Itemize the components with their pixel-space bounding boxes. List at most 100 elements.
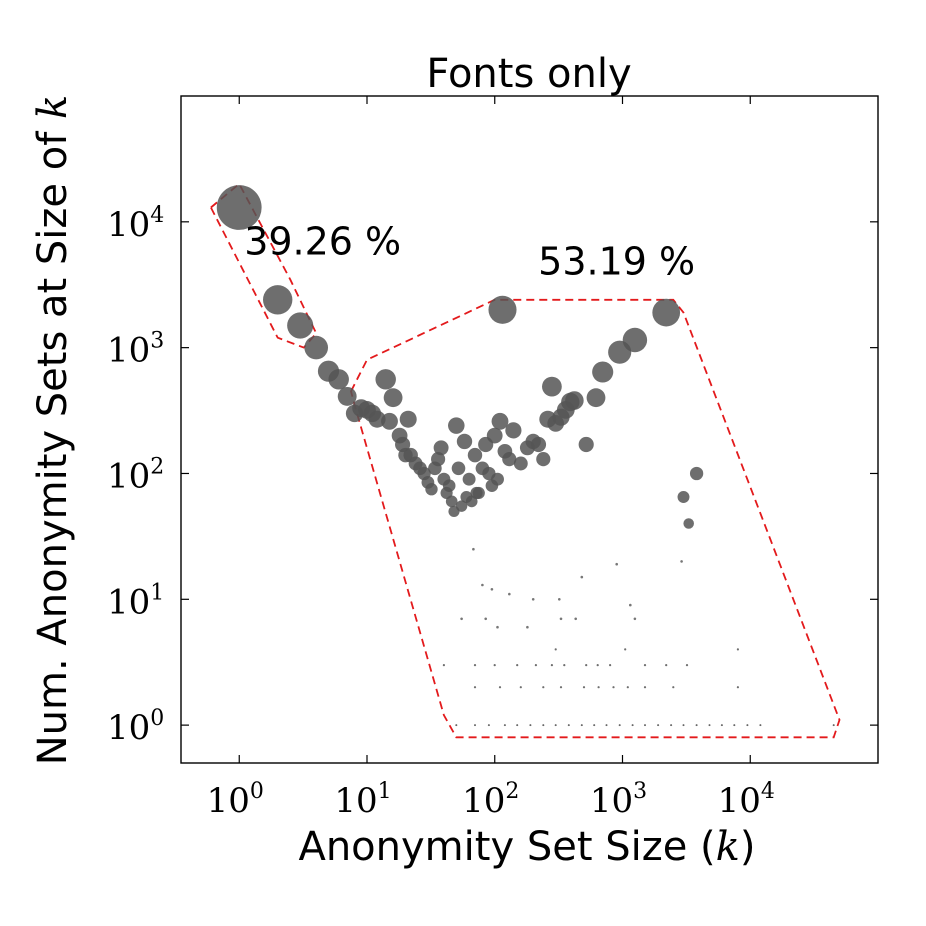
x-tick-label: 101 [334, 779, 391, 821]
data-point [519, 686, 522, 689]
x-axis-label: Anonymity Set Size (k) [298, 824, 755, 870]
y-tick-label: 100 [107, 706, 164, 748]
data-point [529, 724, 532, 727]
data-point [582, 686, 586, 689]
data-point [720, 724, 723, 727]
x-tick-label: 103 [590, 779, 647, 821]
data-point [431, 452, 446, 467]
data-point [622, 327, 648, 353]
data-point [472, 486, 485, 500]
data-point [592, 361, 614, 383]
y-tick-label: 103 [107, 329, 164, 371]
data-point [578, 436, 594, 453]
data-point [383, 388, 403, 408]
data-point [605, 724, 608, 727]
data-point [491, 472, 504, 486]
data-point [652, 298, 681, 327]
data-point [460, 617, 463, 621]
data-point [513, 456, 528, 471]
data-point [670, 724, 673, 727]
data-point [534, 664, 538, 667]
data-point [516, 664, 519, 667]
data-point [473, 686, 477, 689]
data-point [526, 625, 529, 629]
data-point [455, 500, 468, 512]
data-point [304, 335, 329, 360]
percentage-annotations: 39.26 % 53.19 % [244, 219, 695, 283]
x-tick-label: 100 [207, 779, 264, 821]
data-point [337, 386, 357, 406]
data-point [631, 724, 634, 727]
data-point [759, 724, 762, 727]
data-point [746, 724, 749, 727]
data-point [559, 686, 563, 689]
data-point [455, 724, 458, 727]
data-point [474, 724, 476, 727]
data-point [472, 547, 475, 551]
data-point [689, 466, 704, 481]
data-point [448, 417, 465, 434]
data-point [615, 562, 618, 566]
data-point [574, 617, 577, 621]
data-point [487, 724, 490, 727]
data-point [516, 724, 519, 727]
data-point [399, 410, 417, 428]
data-point [708, 724, 711, 727]
data-point [554, 648, 557, 651]
data-point [502, 452, 517, 467]
data-point [644, 724, 646, 727]
y-tick-label: 104 [107, 203, 164, 245]
data-point [618, 724, 621, 727]
data-points [216, 185, 835, 727]
highlight-regions [209, 182, 841, 739]
region-percentage-label-1: 39.26 % [244, 219, 401, 263]
y-axis: 100 101 102 103 104 [107, 203, 878, 748]
data-point [287, 312, 314, 339]
data-point [263, 285, 293, 315]
data-point [695, 724, 698, 727]
data-point [498, 686, 502, 689]
data-point [486, 427, 503, 444]
data-point [488, 295, 517, 324]
data-point [643, 686, 647, 689]
data-point [597, 686, 600, 689]
data-point [491, 412, 509, 430]
data-point [490, 588, 494, 591]
data-point [736, 648, 740, 651]
data-point [536, 452, 551, 467]
data-point [381, 412, 398, 430]
data-point [442, 479, 456, 492]
data-point [433, 440, 449, 456]
data-point [580, 575, 584, 579]
data-point [683, 518, 694, 529]
data-point [643, 664, 647, 667]
data-point [612, 686, 615, 689]
x-tick-label: 102 [462, 779, 519, 821]
data-point [567, 724, 570, 727]
data-point [586, 388, 606, 408]
data-point [473, 664, 477, 667]
data-point [484, 617, 488, 621]
data-point [832, 724, 835, 727]
data-point [554, 724, 557, 727]
data-point [425, 483, 438, 496]
data-point [580, 724, 583, 727]
data-point [733, 724, 736, 727]
data-point [328, 369, 349, 390]
y-axis-label: Num. Anonymity Sets at Size of k [30, 95, 76, 766]
data-point [467, 447, 483, 463]
data-point [672, 686, 675, 689]
data-point [559, 617, 563, 621]
data-point [451, 461, 466, 476]
data-point [585, 664, 588, 667]
data-point [558, 598, 561, 601]
data-point [481, 583, 484, 587]
data-point [531, 598, 535, 601]
data-point [442, 664, 445, 667]
data-point [565, 391, 584, 410]
region-percentage-label-2: 53.19 % [538, 240, 695, 284]
chart-title: Fonts only [426, 51, 631, 97]
data-point [563, 664, 566, 667]
data-point [445, 495, 458, 508]
